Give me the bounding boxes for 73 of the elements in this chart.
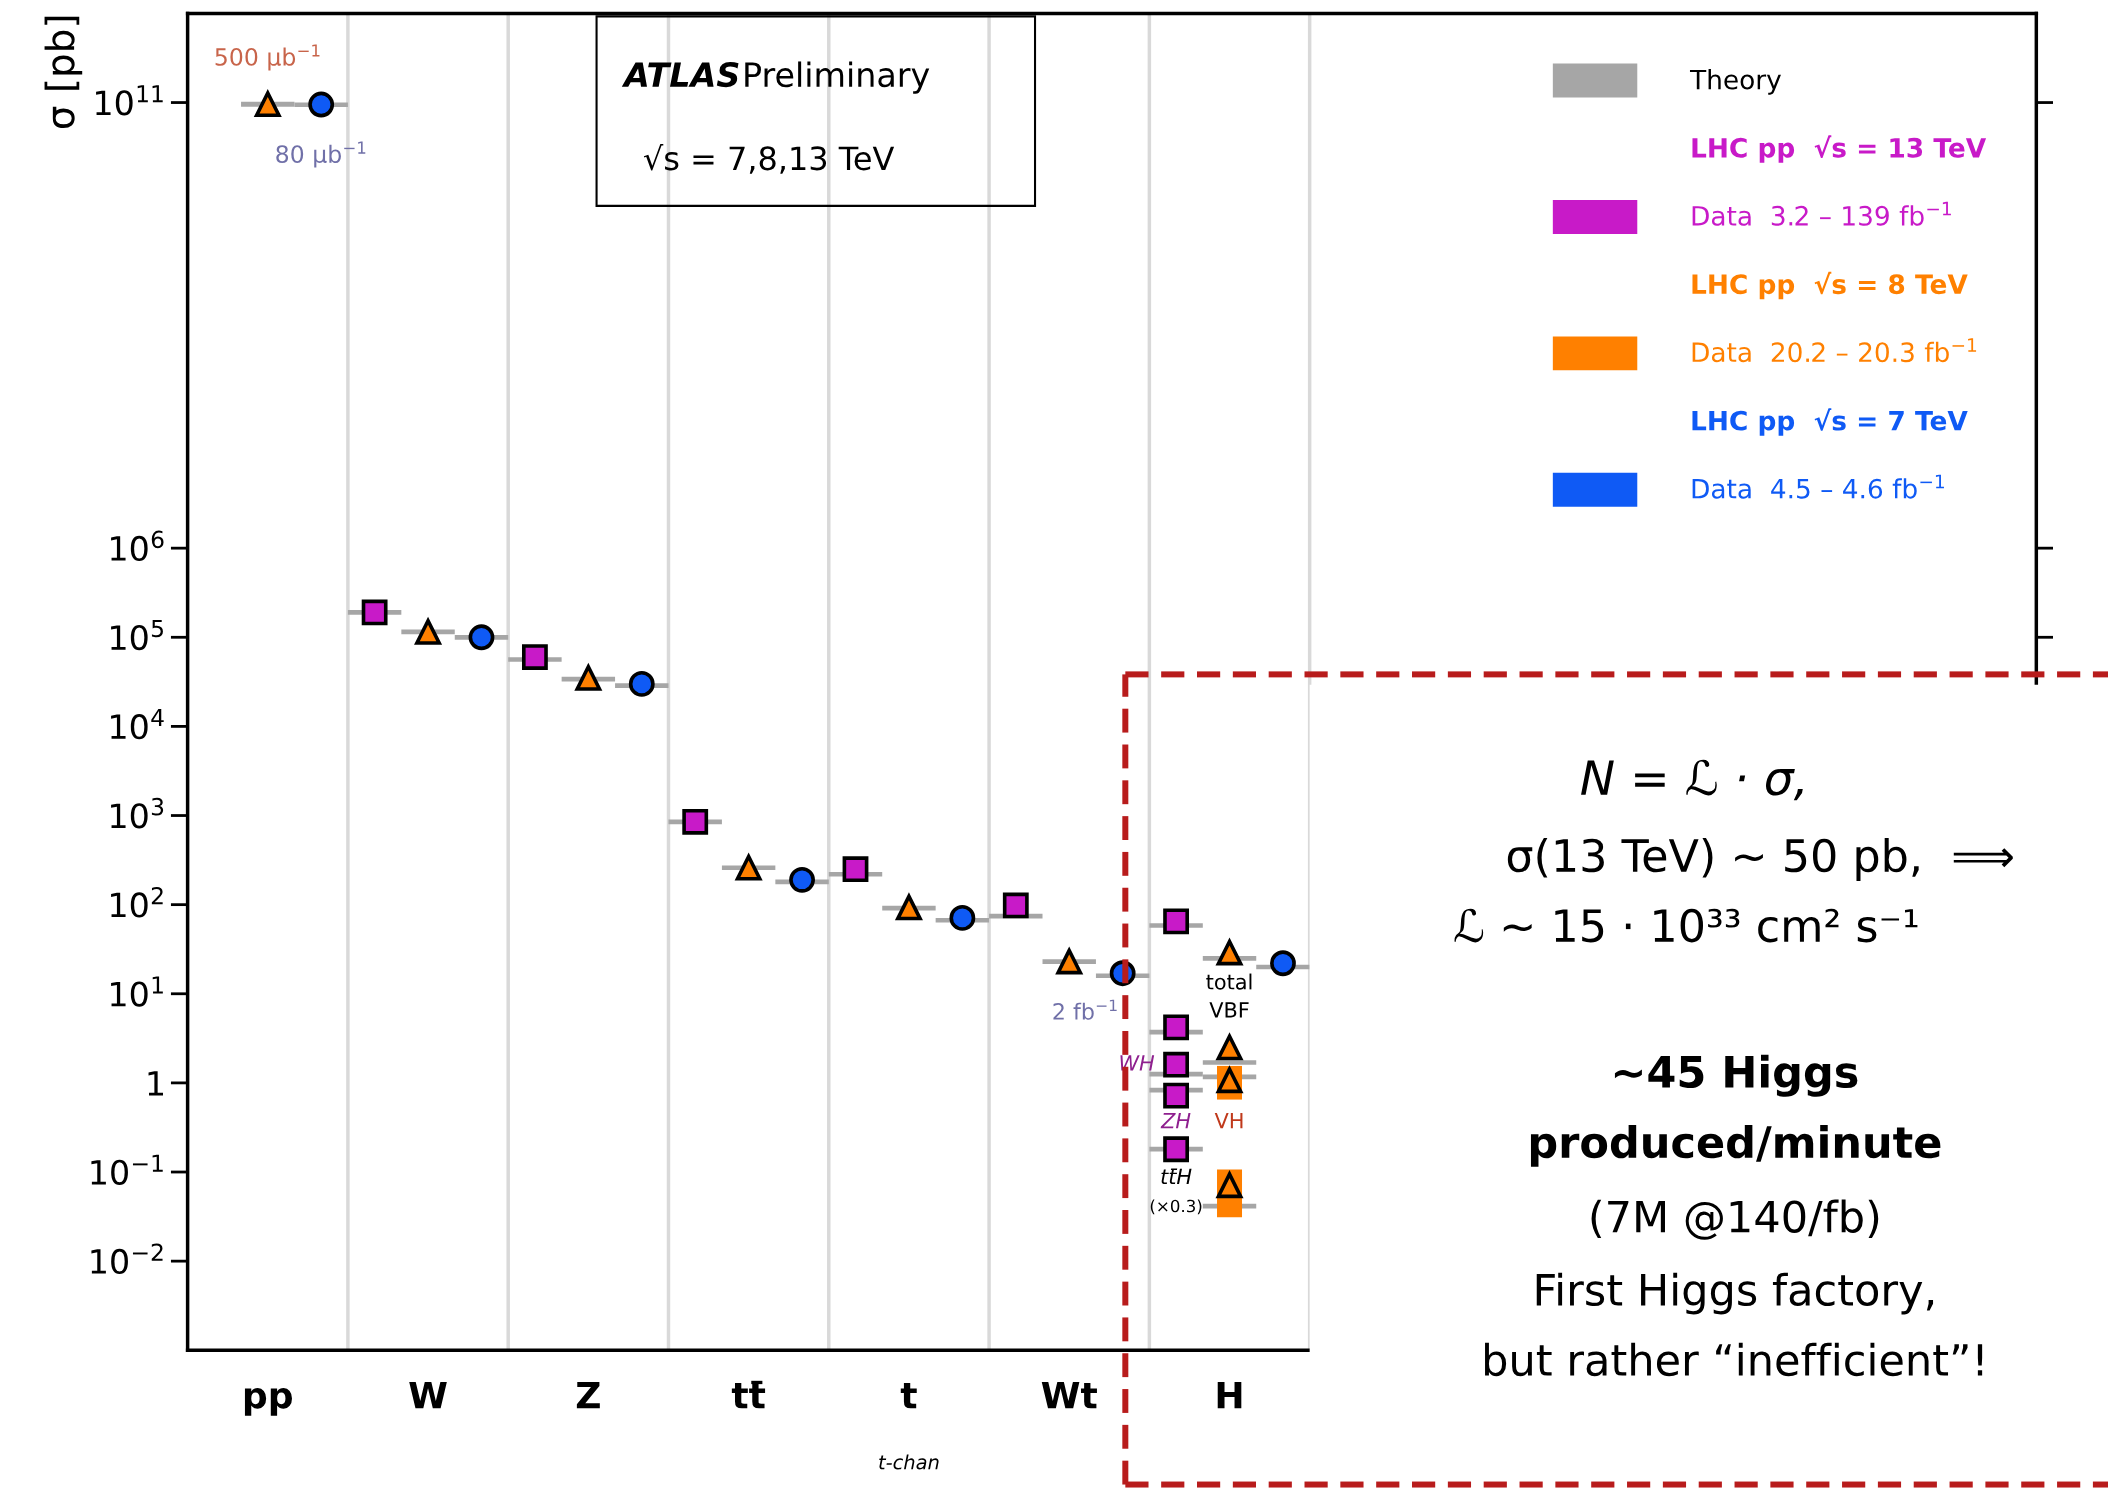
- x-tick-label: W: [409, 1381, 447, 1409]
- annotation: total: [1206, 973, 1252, 990]
- annotation: VBF: [1209, 1002, 1249, 1018]
- x-tick-label: H: [1217, 1381, 1242, 1409]
- text: (7M @140/fb): [1591, 1199, 1879, 1240]
- point: [468, 624, 495, 651]
- point: [254, 91, 281, 118]
- point: [1215, 1032, 1244, 1061]
- y-tick-label: 10$^{3}$: [111, 797, 164, 829]
- y-tick-label: 10$^{−1}$: [91, 1154, 163, 1185]
- point: [789, 866, 815, 893]
- y-tick-label: 10$^{4}$: [111, 709, 164, 740]
- text: but rather “inefficient”!: [1485, 1342, 1983, 1377]
- legend-label: Data 3.2 – 139 fb$^{−1}$: [1692, 201, 1951, 226]
- annotation: ATLAS: [621, 62, 739, 88]
- point: [1163, 1051, 1190, 1078]
- point: [1216, 1172, 1243, 1199]
- x-tick-label: tt̄: [731, 1380, 766, 1409]
- point: [1163, 1014, 1190, 1041]
- y-tick-label: 10$^{5}$: [111, 619, 163, 651]
- text: produced/minute: [1530, 1125, 1941, 1167]
- annotation: (×0.3): [1150, 1199, 1202, 1215]
- text: t-chan: [879, 1454, 939, 1470]
- annotation: Preliminary: [745, 61, 930, 94]
- x-tick-label: pp: [244, 1388, 292, 1416]
- bar: [1202, 1060, 1257, 1065]
- point: [734, 852, 763, 881]
- y-tick-label: 1: [148, 1071, 164, 1096]
- x-tick-label: Wt: [1041, 1381, 1097, 1409]
- legend-label: Theory: [1689, 69, 1781, 95]
- point: [1002, 892, 1029, 919]
- text: ~45 Higgs: [1614, 1054, 1858, 1097]
- legend-label: Data 20.2 – 20.3 fb$^{−1}$: [1692, 338, 1977, 363]
- y-tick-label: 10$^{6}$: [111, 530, 164, 562]
- point: [1055, 946, 1084, 975]
- point: [1163, 1136, 1190, 1163]
- point: [1163, 1082, 1190, 1109]
- point: [414, 616, 442, 645]
- text: LHC pp √s = 8 TeV: [1692, 271, 1968, 300]
- annotation: 2 fb$^{−1}$: [1053, 999, 1117, 1020]
- y-axis-title: σ [pb]: [44, 16, 83, 129]
- annotation: 80 μb$^{−1}$: [276, 141, 366, 168]
- point: [308, 91, 335, 118]
- annotation: ZH: [1160, 1113, 1191, 1129]
- y-tick-label: 10$^{−2}$: [91, 1243, 163, 1275]
- text: LHC pp √s = 13 TeV: [1692, 135, 1987, 163]
- point: [1270, 950, 1296, 977]
- annotation: tt̄H: [1161, 1168, 1192, 1185]
- legend-label: Data 4.5 – 4.6 fb$^{−1}$: [1692, 474, 1944, 499]
- point: [628, 670, 655, 697]
- point: [842, 856, 869, 883]
- point: [895, 892, 923, 921]
- y-tick-label: 10$^{2}$: [111, 886, 163, 918]
- annotation: √s = 7,8,13 TeV: [643, 144, 895, 174]
- text: σ(13 TeV) ~ 50 pb, ⟹: [1507, 837, 2013, 881]
- text: First Higgs factory,: [1536, 1272, 1934, 1315]
- annotation: 500 μb$^{−1}$: [215, 44, 320, 71]
- text: N = ℒ · σ,: [1581, 759, 1803, 801]
- x-tick-label: Z: [576, 1381, 600, 1409]
- text: ℒ ~ 15 · 10³³ cm² s⁻¹: [1454, 908, 1918, 943]
- point: [521, 644, 548, 670]
- point: [361, 599, 388, 626]
- annotation: WH: [1120, 1055, 1155, 1071]
- point: [1163, 908, 1190, 935]
- point: [1216, 1067, 1243, 1094]
- y-tick-label: 10$^{11}$: [96, 85, 163, 116]
- point: [682, 808, 709, 835]
- annotation: VH: [1214, 1113, 1243, 1129]
- point: [1215, 937, 1244, 966]
- text: LHC pp √s = 7 TeV: [1692, 408, 1968, 436]
- y-tick-label: 10$^{1}$: [111, 976, 163, 1007]
- point: [949, 904, 976, 931]
- x-tick-label: t: [900, 1382, 917, 1409]
